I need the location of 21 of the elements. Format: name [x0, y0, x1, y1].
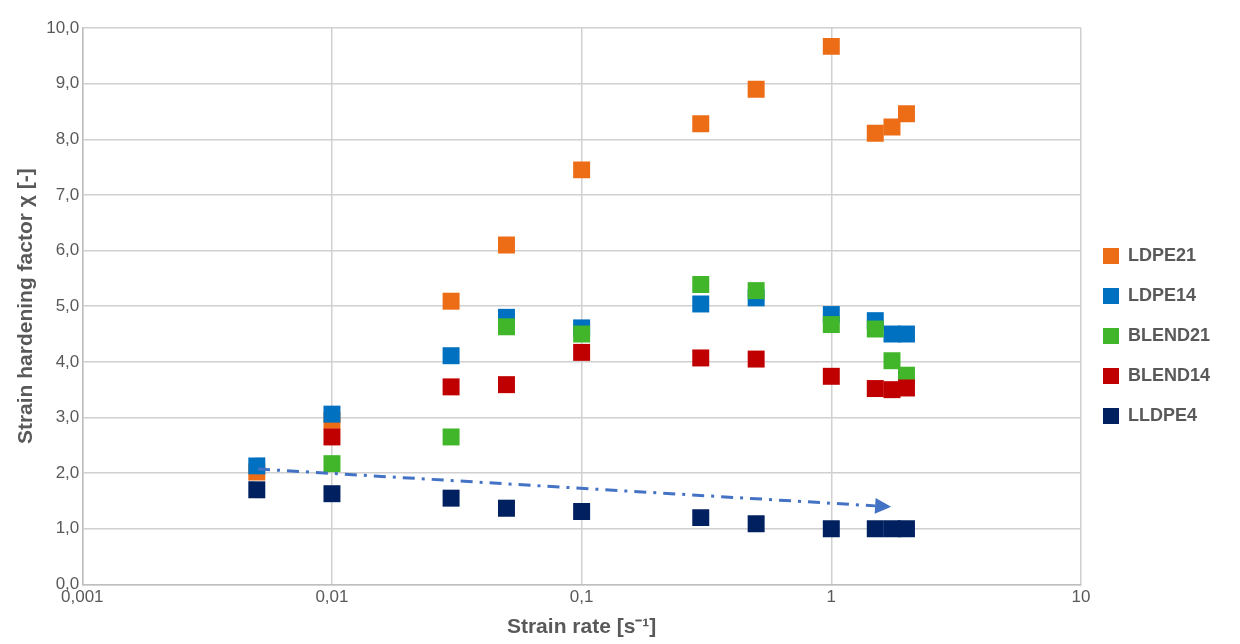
y-tick-label: 1,0	[55, 518, 80, 538]
x-axis-title: Strain rate [s⁻¹]	[506, 614, 657, 638]
x-tick-label: 1	[826, 587, 837, 607]
y-tick-label: 2,0	[55, 462, 80, 482]
legend-label: BLEND21	[1127, 324, 1211, 345]
y-tick-label: 10,0	[46, 17, 80, 37]
x-tick-label: 0,01	[315, 587, 349, 607]
y-tick-label: 3,0	[55, 407, 80, 427]
y-tick-label: 8,0	[55, 128, 80, 148]
y-tick-label: 6,0	[55, 240, 80, 260]
y-tick-label: 9,0	[55, 73, 80, 93]
x-tick-label: 0,1	[569, 587, 594, 607]
x-tick-label: 10	[1071, 587, 1091, 607]
y-tick-label: 4,0	[55, 351, 80, 371]
y-tick-label: 5,0	[55, 295, 80, 315]
legend-label: BLEND14	[1127, 364, 1211, 385]
y-tick-label: 7,0	[55, 184, 80, 204]
legend-label: LLDPE4	[1127, 404, 1197, 425]
legend-label: LDPE21	[1127, 244, 1197, 265]
y-axis-title: Strain hardening factor χ [-]	[13, 168, 37, 445]
legend-label: LDPE14	[1127, 284, 1197, 305]
